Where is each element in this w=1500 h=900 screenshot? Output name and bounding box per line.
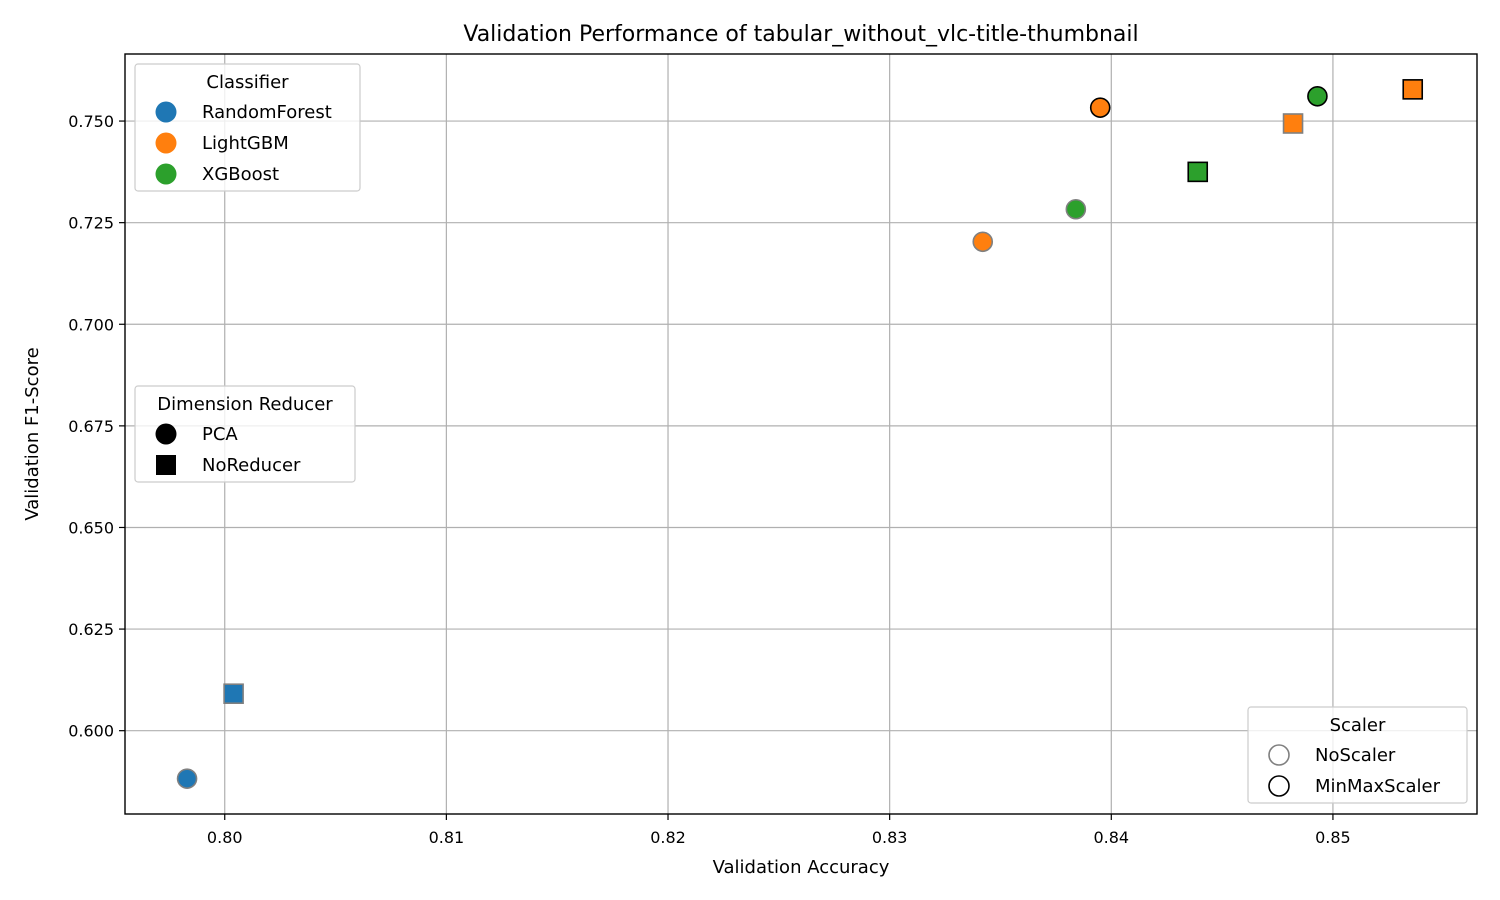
legend-title: Dimension Reducer xyxy=(157,394,333,415)
legend-label: NoReducer xyxy=(202,455,301,476)
x-tick-label: 0.83 xyxy=(872,828,908,847)
y-tick-label: 0.750 xyxy=(68,112,114,131)
y-tick-label: 0.600 xyxy=(68,722,114,741)
legend-marker xyxy=(155,423,177,445)
data-point-randomforest-pca-noscaler xyxy=(176,768,198,789)
legend-label: MinMaxScaler xyxy=(1315,776,1441,797)
x-tick-label: 0.81 xyxy=(429,828,465,847)
legend-box xyxy=(134,385,356,483)
data-point-lightgbm-noreducer-noscaler xyxy=(1282,113,1304,134)
data-point-lightgbm-pca-minmaxscaler xyxy=(1089,97,1111,118)
legends: Classifier RandomForest LightGBM XGBoost Dim… xyxy=(134,63,1468,804)
legend-classifier: Classifier RandomForest LightGBM XGBoost xyxy=(134,63,361,192)
y-tick-label: 0.625 xyxy=(68,620,114,639)
legend-marker xyxy=(156,455,176,475)
x-axis-label: Validation Accuracy xyxy=(713,857,890,878)
y-tick-label: 0.675 xyxy=(68,417,114,436)
legend-label: PCA xyxy=(202,424,238,445)
legend-label: LightGBM xyxy=(202,133,289,154)
data-point-xgboost-noreducer-minmaxscaler xyxy=(1187,161,1209,183)
legend-box xyxy=(1247,706,1468,804)
legend-marker xyxy=(155,132,177,154)
data-point-xgboost-pca-minmaxscaler xyxy=(1307,85,1328,107)
grid-lines xyxy=(125,54,1477,814)
y-tick-label: 0.700 xyxy=(68,315,114,334)
data-point-lightgbm-pca-noscaler xyxy=(972,231,994,253)
legend-title: Scaler xyxy=(1330,715,1386,736)
axis-ticks: 0.80 0.81 0.82 0.83 0.84 0.85 0.600 0.625 0.650 0… xyxy=(68,112,1351,847)
legend-label: XGBoost xyxy=(202,164,279,185)
y-tick-label: 0.650 xyxy=(68,518,114,537)
data-point-lightgbm-noreducer-minmaxscaler xyxy=(1402,79,1424,100)
legend-marker xyxy=(155,163,177,185)
legend-title: Classifier xyxy=(206,72,289,93)
x-tick-label: 0.84 xyxy=(1093,828,1129,847)
data-point-randomforest-noreducer-noscaler xyxy=(223,683,244,705)
x-tick-label: 0.80 xyxy=(207,828,243,847)
data-point-xgboost-pca-noscaler xyxy=(1065,198,1087,220)
legend-label: NoScaler xyxy=(1315,745,1396,766)
x-tick-label: 0.85 xyxy=(1315,828,1351,847)
legend-box xyxy=(134,63,361,192)
plot-frame xyxy=(124,53,1478,815)
legend-label: RandomForest xyxy=(202,102,332,123)
y-tick-label: 0.725 xyxy=(68,214,114,233)
legend-marker xyxy=(1268,744,1290,766)
x-tick-label: 0.82 xyxy=(650,828,686,847)
y-axis-label: Validation F1-Score xyxy=(22,347,43,520)
legend-scaler: Scaler NoScaler MinMaxScaler xyxy=(1247,706,1468,804)
legend-marker xyxy=(155,101,177,123)
legend-marker xyxy=(1268,775,1290,797)
legend-dimension-reducer: Dimension Reducer PCA NoReducer xyxy=(134,385,356,483)
chart-title: Validation Performance of tabular_withou… xyxy=(463,22,1138,47)
data-points xyxy=(176,79,1424,789)
